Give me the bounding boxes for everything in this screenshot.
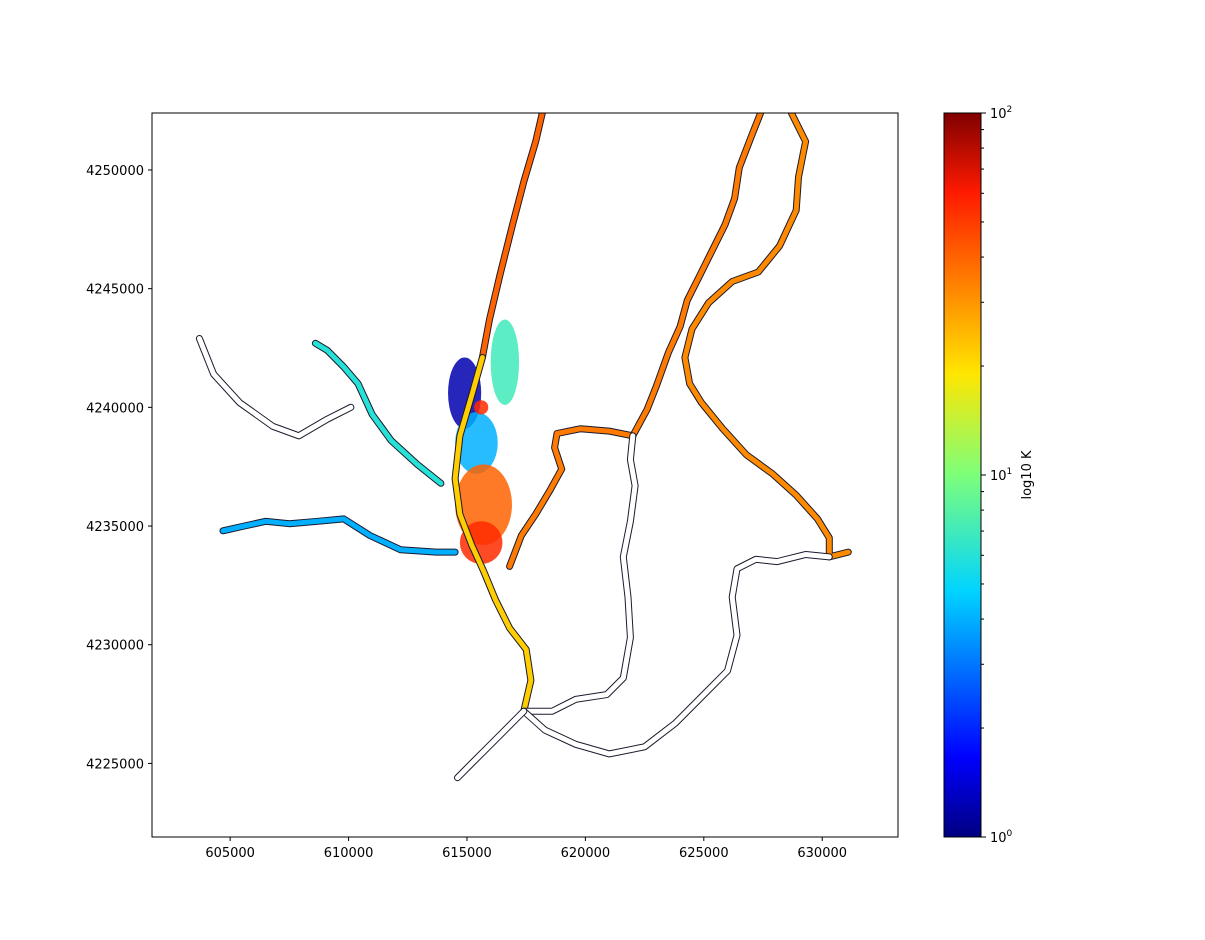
y-tick-label: 4225000 <box>86 757 144 772</box>
colorbar-tick-label: 101 <box>990 467 1012 484</box>
marsh-patch-marsh-south <box>459 521 503 565</box>
y-tick-label: 4235000 <box>86 520 144 535</box>
colorbar-label: log10 K <box>1020 450 1035 499</box>
channel-main-estuary <box>452 355 534 714</box>
marsh-patch-marsh-core <box>455 464 512 546</box>
plot-frame <box>151 112 899 838</box>
x-tick-label: 625000 <box>679 846 729 861</box>
colorbar-gradient <box>943 112 982 838</box>
channel-southwest-slough <box>220 516 458 555</box>
x-axis: 605000 610000 615000 620000 625000 630000 <box>205 837 847 861</box>
colorbar-tick-label: 102 <box>990 105 1012 122</box>
channel-east-river <box>682 113 851 560</box>
channel-west-branch <box>312 340 444 486</box>
x-tick-label: 620000 <box>561 846 611 861</box>
y-tick-label: 4250000 <box>86 164 144 179</box>
marsh-patch-marsh-spot <box>474 400 489 415</box>
colorbar-ticks: 100 101 102 <box>981 105 1013 846</box>
y-tick-label: 4230000 <box>86 639 144 654</box>
channel-south-loop-east <box>521 552 832 757</box>
y-axis: 4225000 4230000 4235000 4240000 4245000 42500… <box>86 164 152 772</box>
colorbar-tick-label: 100 <box>990 829 1013 846</box>
plot-area: 605000 610000 615000 620000 625000 630000 422… <box>86 112 899 861</box>
channel-northwest-channel <box>196 336 354 439</box>
colorbar: 100 101 102 log10 K <box>943 105 1035 846</box>
marsh-patch-upper-marsh-mid <box>490 319 520 405</box>
y-tick-label: 4245000 <box>86 283 144 298</box>
x-tick-label: 615000 <box>442 846 492 861</box>
channel-inner-tributary <box>507 113 764 569</box>
plot-background <box>152 113 898 837</box>
x-tick-label: 610000 <box>324 846 374 861</box>
x-tick-label: 605000 <box>205 846 255 861</box>
map-layer <box>195 113 852 782</box>
channel-north-river <box>479 113 545 360</box>
channel-south-loop-west <box>521 433 638 714</box>
marsh-patch-upper-marsh-low <box>448 357 482 429</box>
channel-southern-outlet <box>455 708 527 781</box>
y-tick-label: 4240000 <box>86 401 144 416</box>
x-tick-label: 630000 <box>797 846 847 861</box>
